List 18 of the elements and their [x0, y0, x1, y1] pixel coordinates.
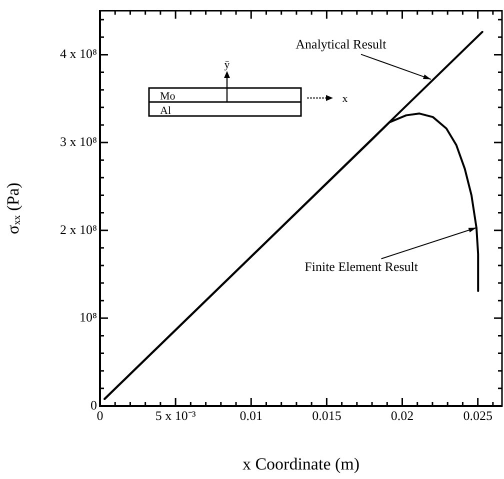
- annotation: x: [342, 93, 348, 105]
- y-tick-label: 0: [90, 397, 97, 412]
- annotation: Analytical Result: [296, 36, 387, 52]
- y-tick-label: 2 x 10⁸: [60, 222, 98, 237]
- y-tick-label: 4 x 10⁸: [60, 46, 98, 62]
- annotation: Mo: [160, 90, 176, 102]
- x-tick-label: 0.025: [463, 408, 492, 424]
- annotation: ȳ: [224, 59, 230, 71]
- y-tick-label: 3 x 10⁸: [60, 134, 98, 149]
- x-tick-label: 5 x 10⁻³: [155, 408, 196, 424]
- annotation: Finite Element Result: [304, 259, 418, 274]
- x-tick-label: 0.015: [312, 408, 342, 424]
- x-axis-title: x Coordinate (m): [242, 454, 360, 474]
- x-tick-label: 0.01: [240, 408, 263, 424]
- x-tick-label: 0.02: [390, 408, 414, 424]
- y-tick-label: 10⁸: [79, 310, 98, 325]
- y-axis-title: σₓₓ (Pa): [4, 182, 23, 234]
- annotation: Al: [160, 105, 171, 117]
